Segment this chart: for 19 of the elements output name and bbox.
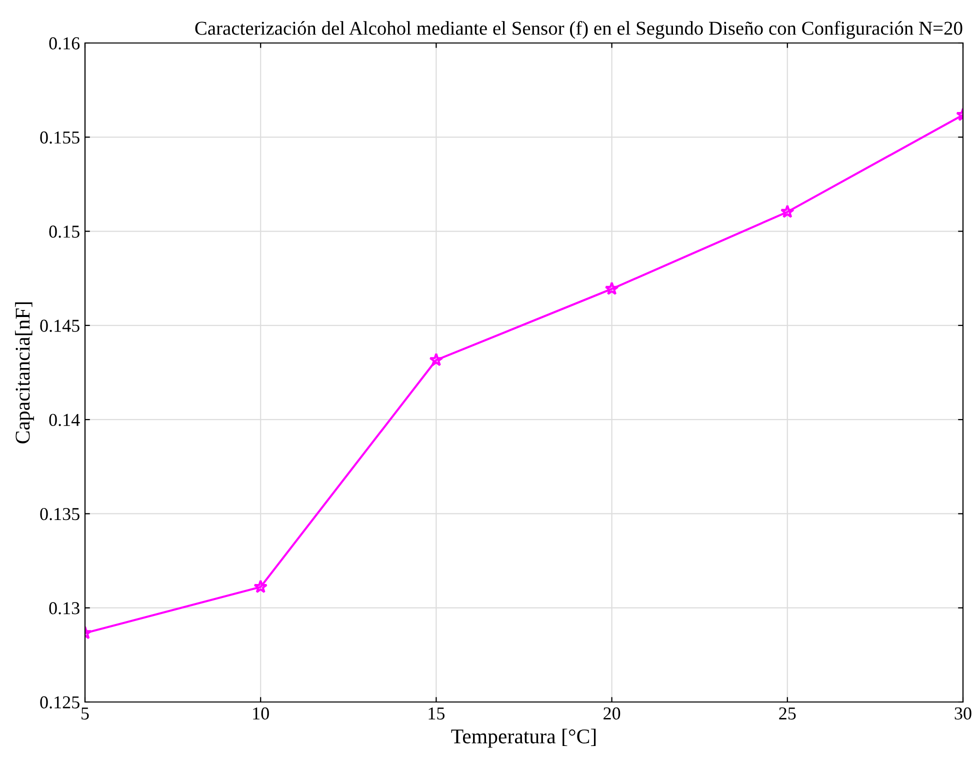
y-tick-label: 0.13 <box>49 602 80 614</box>
y-tick-label: 0.125 <box>40 696 80 709</box>
y-tick-label: 0.155 <box>40 131 80 144</box>
x-tick-label: 30 <box>954 707 972 720</box>
x-axis-title: Temperatura [°C] <box>451 728 596 748</box>
y-tick-label: 0.14 <box>49 414 80 426</box>
x-tick-label: 15 <box>428 707 445 720</box>
y-axis-title: Capacitancia[nF] <box>15 302 34 444</box>
point <box>429 352 444 366</box>
y-tick-label: 0.15 <box>49 226 80 238</box>
y-tick-label: 0.145 <box>40 320 80 332</box>
x-tick-label: 25 <box>779 707 796 720</box>
x-tick-label: 5 <box>82 708 89 720</box>
point <box>604 282 619 296</box>
chart-title: Caracterización del Alcohol mediante el Sensor (f) en el Segundo Diseño con Configuración N=20 <box>195 20 962 39</box>
y-tick-label: 0.135 <box>40 508 80 520</box>
y-tick-label: 0.16 <box>49 37 80 50</box>
x-tick-label: 10 <box>253 707 269 720</box>
x-tick-label: 20 <box>604 707 620 720</box>
